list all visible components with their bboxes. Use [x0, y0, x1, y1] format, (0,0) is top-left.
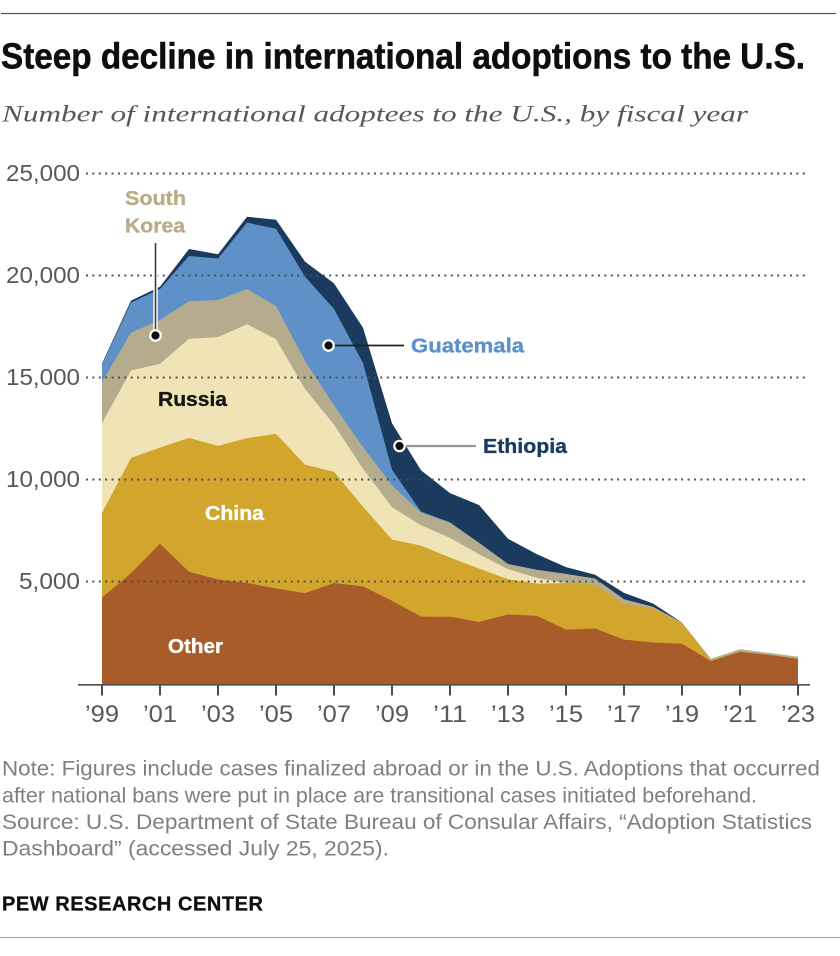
svg-text:’05: ’05	[259, 701, 293, 728]
svg-text:Dashboard” (accessed July 25,: Dashboard” (accessed July 25, 2025).	[2, 838, 389, 861]
svg-text:10,000: 10,000	[6, 466, 80, 492]
svg-text:’99: ’99	[85, 701, 119, 728]
svg-text:Number of international adopte: Number of international adoptees to the …	[1, 101, 749, 127]
svg-text:’15: ’15	[549, 701, 583, 728]
svg-text:’03: ’03	[201, 701, 235, 728]
svg-text:’07: ’07	[317, 701, 351, 728]
svg-text:’09: ’09	[375, 701, 409, 728]
svg-text:Korea: Korea	[125, 215, 186, 237]
svg-text:Russia: Russia	[158, 389, 228, 411]
svg-text:Note: Figures include cases fi: Note: Figures include cases finalized ab…	[2, 758, 820, 781]
svg-text:’11: ’11	[433, 701, 467, 728]
svg-text:’17: ’17	[607, 701, 641, 728]
svg-text:15,000: 15,000	[6, 364, 80, 390]
svg-text:Other: Other	[168, 636, 223, 658]
svg-text:China: China	[205, 503, 265, 525]
svg-text:PEW RESEARCH CENTER: PEW RESEARCH CENTER	[2, 894, 264, 916]
svg-text:after national bans were put i: after national bans were put in place ar…	[2, 784, 757, 807]
svg-text:’13: ’13	[491, 701, 525, 728]
svg-text:25,000: 25,000	[6, 160, 80, 186]
svg-text:’01: ’01	[143, 701, 177, 728]
svg-text:’23: ’23	[781, 701, 815, 728]
svg-text:Ethiopia: Ethiopia	[483, 436, 568, 458]
svg-text:Guatemala: Guatemala	[411, 335, 525, 357]
svg-text:20,000: 20,000	[6, 262, 80, 288]
svg-text:’19: ’19	[665, 701, 699, 728]
svg-text:’21: ’21	[723, 701, 757, 728]
svg-text:South: South	[125, 188, 186, 210]
svg-text:Steep decline in international: Steep decline in international adoptions…	[1, 36, 805, 77]
svg-text:Source: U.S. Department of Sta: Source: U.S. Department of State Bureau …	[2, 811, 812, 834]
svg-text:5,000: 5,000	[19, 568, 80, 594]
